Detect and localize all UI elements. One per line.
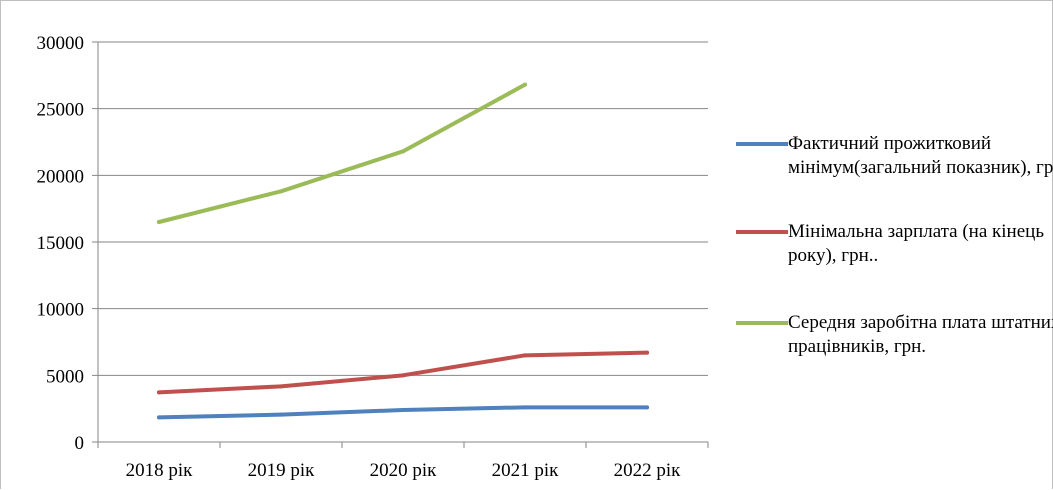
series-1-point-2 bbox=[401, 373, 405, 378]
series-line-1 bbox=[157, 350, 649, 395]
x-tick-label-1: 2019 рік bbox=[248, 460, 316, 481]
series-2-point-3 bbox=[523, 82, 527, 87]
series-2-point-2 bbox=[401, 149, 405, 154]
series-1-point-1 bbox=[279, 384, 283, 389]
y-tick-label-20000: 20000 bbox=[37, 166, 85, 187]
y-tick-label-10000: 10000 bbox=[37, 300, 85, 321]
y-tick-label-5000: 5000 bbox=[46, 366, 84, 387]
legend-swatch-average-salary bbox=[736, 321, 788, 325]
legend-label-minimum-wage: Мінімальна зарплата (на кінець року), гр… bbox=[788, 221, 1044, 266]
x-tick-label-4: 2022 рік bbox=[614, 460, 682, 481]
x-tick-label-0: 2018 рік bbox=[126, 460, 194, 481]
legend-swatch-subsistence-minimum bbox=[736, 142, 788, 146]
series-0-point-4 bbox=[645, 405, 649, 410]
legend-item-subsistence-minimum: Фактичний прожитковий мінімум(загальний … bbox=[736, 132, 1053, 180]
x-tick-label-3: 2021 рік bbox=[492, 460, 560, 481]
y-tick-label-0: 0 bbox=[75, 433, 85, 454]
y-tick-label-25000: 25000 bbox=[37, 100, 85, 121]
series-1-point-0 bbox=[157, 390, 161, 395]
legend-label-subsistence-minimum: Фактичний прожитковий мінімум(загальний … bbox=[788, 133, 1053, 178]
series-1-point-4 bbox=[645, 350, 649, 355]
y-tick-label-15000: 15000 bbox=[37, 233, 85, 254]
x-tick-label-2: 2020 рік bbox=[370, 460, 438, 481]
legend-item-minimum-wage: Мінімальна зарплата (на кінець року), гр… bbox=[736, 220, 1053, 268]
y-tick-label-30000: 30000 bbox=[37, 33, 85, 54]
series-2-point-0 bbox=[157, 220, 161, 224]
series-1-point-3 bbox=[523, 353, 527, 358]
series-0-point-2 bbox=[401, 408, 405, 412]
legend-item-average-salary: Середня заробітна плата штатних працівни… bbox=[736, 311, 1053, 359]
series-line-2 bbox=[157, 82, 527, 224]
legend-swatch-minimum-wage bbox=[736, 230, 788, 234]
series-0-point-3 bbox=[523, 405, 527, 410]
series-0-point-0 bbox=[157, 415, 161, 420]
series-2-point-1 bbox=[279, 189, 283, 194]
legend-label-average-salary: Середня заробітна плата штатних працівни… bbox=[788, 312, 1053, 357]
series-0-point-1 bbox=[279, 412, 283, 417]
